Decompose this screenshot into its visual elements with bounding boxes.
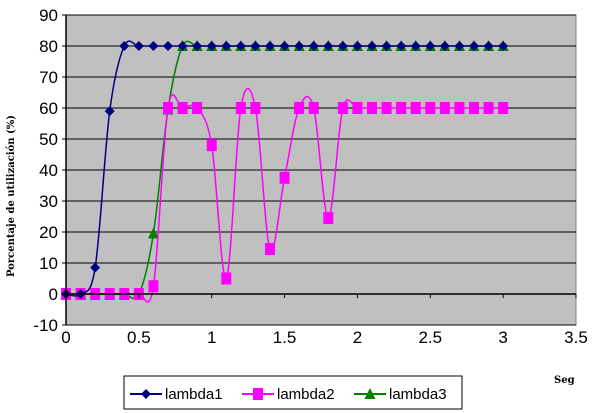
axes bbox=[62, 14, 577, 326]
data-point-lambda1 bbox=[308, 41, 319, 51]
data-point-lambda1 bbox=[148, 41, 159, 51]
x-tick-label: 1 bbox=[207, 328, 216, 347]
data-point-lambda1 bbox=[177, 41, 188, 51]
y-tick-label: 20 bbox=[39, 223, 58, 242]
legend-marker-lambda1 bbox=[141, 389, 151, 399]
data-point-lambda2 bbox=[323, 212, 334, 225]
data-point-lambda2 bbox=[221, 272, 232, 285]
data-point-lambda2 bbox=[177, 102, 188, 114]
legend-marker-lambda3 bbox=[364, 388, 376, 399]
data-point-lambda1 bbox=[381, 41, 392, 51]
data-point-lambda2 bbox=[410, 102, 421, 114]
y-tick-label: 70 bbox=[39, 68, 58, 87]
y-tick-label: 40 bbox=[39, 161, 58, 180]
y-tick-labels: -10 0 10 20 30 40 50 60 70 80 90 bbox=[33, 6, 58, 335]
data-point-lambda2 bbox=[265, 243, 275, 256]
data-point-lambda1 bbox=[250, 41, 261, 51]
data-point-lambda1 bbox=[396, 41, 407, 51]
data-point-lambda2 bbox=[454, 102, 465, 114]
data-point-lambda1 bbox=[235, 41, 246, 51]
legend-box bbox=[123, 375, 463, 410]
data-point-lambda1 bbox=[279, 41, 290, 51]
data-point-lambda2 bbox=[469, 102, 479, 114]
data-point-lambda1 bbox=[133, 41, 144, 51]
y-tick-label: 30 bbox=[39, 192, 58, 211]
legend-marker-lambda2 bbox=[253, 388, 263, 400]
data-point-lambda1 bbox=[352, 41, 363, 51]
data-point-lambda1 bbox=[265, 41, 275, 51]
data-point-lambda1 bbox=[221, 41, 232, 51]
legend-label-lambda1: lambda1 bbox=[165, 386, 223, 403]
y-tick-label: 10 bbox=[39, 254, 58, 273]
data-point-lambda2 bbox=[367, 102, 377, 114]
x-tick-label: 3 bbox=[498, 328, 507, 347]
y-tick-label: 90 bbox=[39, 6, 58, 25]
data-point-lambda2 bbox=[337, 102, 348, 114]
data-point-lambda2 bbox=[163, 102, 173, 114]
y-tick-label: -10 bbox=[33, 316, 58, 335]
y-tick-label: 50 bbox=[39, 130, 58, 149]
x-tick-label: 3.5 bbox=[564, 328, 588, 347]
data-point-lambda2 bbox=[425, 102, 436, 114]
x-tick-label: 0.5 bbox=[127, 328, 151, 347]
data-point-lambda1 bbox=[469, 41, 479, 51]
x-tick-label: 2 bbox=[353, 328, 362, 347]
data-point-lambda2 bbox=[439, 102, 450, 114]
series-group bbox=[60, 40, 509, 303]
data-point-lambda2 bbox=[483, 102, 494, 114]
data-point-lambda3 bbox=[147, 227, 159, 239]
data-point-lambda2 bbox=[294, 102, 305, 114]
y-axis-title: Porcentaje de utilización (%) bbox=[6, 115, 17, 277]
data-point-lambda2 bbox=[352, 102, 363, 114]
data-point-lambda1 bbox=[454, 41, 465, 51]
x-tick-labels: 0 0.5 1 1.5 2 2.5 3 3.5 bbox=[61, 328, 588, 347]
data-point-lambda1 bbox=[337, 41, 348, 51]
x-tick-label: 2.5 bbox=[418, 328, 442, 347]
y-tick-label: 0 bbox=[49, 285, 58, 304]
data-point-lambda2 bbox=[279, 171, 290, 184]
data-point-lambda1 bbox=[206, 41, 217, 51]
series-lambda1 bbox=[61, 40, 509, 299]
data-point-lambda1 bbox=[323, 41, 334, 51]
data-point-lambda2 bbox=[396, 102, 407, 114]
data-point-lambda2 bbox=[250, 102, 261, 114]
data-point-lambda1 bbox=[119, 41, 130, 51]
data-point-lambda1 bbox=[192, 41, 203, 51]
data-point-lambda1 bbox=[104, 106, 115, 117]
legend: lambda1 lambda2 lambda3 bbox=[123, 375, 463, 410]
data-point-lambda2 bbox=[381, 102, 392, 114]
data-point-lambda1 bbox=[367, 41, 377, 51]
data-point-lambda1 bbox=[483, 41, 494, 51]
data-point-lambda1 bbox=[425, 41, 436, 51]
x-tick-label: 0 bbox=[61, 328, 70, 347]
data-point-lambda2 bbox=[206, 139, 217, 152]
data-point-lambda2 bbox=[498, 102, 509, 114]
data-point-lambda1 bbox=[498, 41, 509, 51]
legend-label-lambda2: lambda2 bbox=[277, 386, 335, 403]
data-point-lambda2 bbox=[148, 280, 159, 293]
legend-label-lambda3: lambda3 bbox=[389, 386, 447, 403]
data-point-lambda1 bbox=[163, 41, 173, 51]
data-point-lambda2 bbox=[192, 102, 203, 114]
y-tick-label: 60 bbox=[39, 99, 58, 118]
x-axis-title: Seg bbox=[554, 375, 575, 386]
data-point-lambda1 bbox=[294, 41, 305, 51]
data-point-lambda1 bbox=[439, 41, 450, 51]
data-point-lambda2 bbox=[235, 102, 246, 114]
data-point-lambda2 bbox=[308, 102, 319, 114]
data-point-lambda1 bbox=[90, 262, 101, 273]
y-tick-label: 80 bbox=[39, 37, 58, 56]
data-point-lambda1 bbox=[410, 41, 421, 51]
x-tick-label: 1.5 bbox=[273, 328, 297, 347]
